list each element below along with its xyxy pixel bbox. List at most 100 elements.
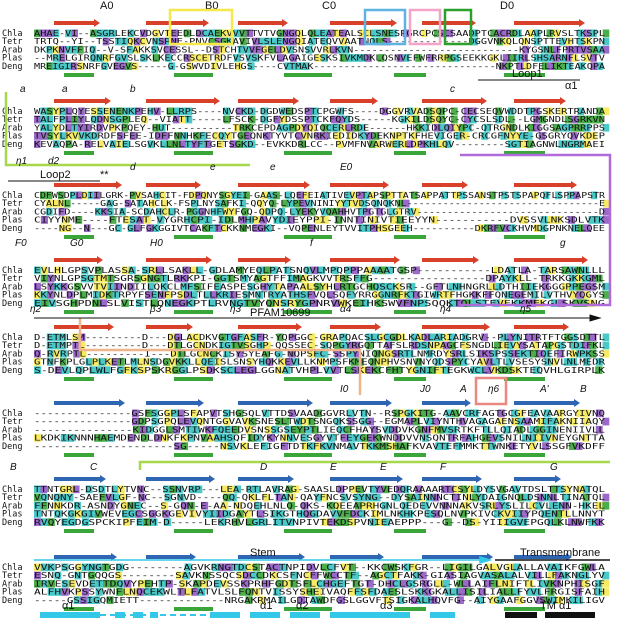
residue-shade [596,62,604,70]
helix-bar [174,453,213,457]
residue-shade [582,409,590,418]
residue-shade [97,115,104,124]
residue-shade [502,29,510,38]
residue-shade [513,563,521,572]
residue-shade [596,107,603,116]
residue-shade [266,207,273,216]
residue-shade [254,434,262,442]
residue-shade [34,132,41,140]
residue-shade [384,425,392,434]
residue-shade [48,299,57,307]
species-label: Deng [2,140,22,150]
residue-shade [121,266,130,275]
residue-shade [70,62,78,70]
strand-arrow [54,553,117,561]
motif-box [363,8,407,46]
sequence-row: TALFPLIYLQDNSGPLEQ--VIATT-----LFSCK-DGFY… [34,115,606,124]
residue-shade [550,493,558,502]
residue-shade [546,579,554,588]
residue-shade [211,563,220,572]
residue-shade [456,299,464,307]
residue-shade [290,29,297,38]
alignment-block-4: Chla EVLHLGPSVPLASSA-SRLLSAKLL-GDLAMYEQLP… [2,256,610,314]
residue-shade [341,282,349,291]
residue-shade [292,485,300,494]
residue-shade [337,115,344,124]
residue-shade [225,425,233,434]
residue-shade [430,596,438,604]
residue-shade [499,588,507,596]
residue-shade [494,266,502,275]
residue-shade [151,409,159,418]
residue-shade [230,299,239,307]
secondary-structure-label: f [310,238,314,249]
residue-shade [590,115,597,124]
residue-shade [571,115,578,124]
residue-shade [301,434,309,442]
sequence-row: --MRELGIRQNRFGVSLSKLKECCRSCETRDFVSVSKFVL… [34,54,606,63]
residue-shade [78,341,86,350]
residue-shade [347,349,355,358]
residue-shade [575,571,583,580]
residue-shade [522,434,530,442]
residue-shade [276,366,284,374]
residue-shade [506,588,514,596]
residue-shade [381,107,389,116]
residue-shade [595,501,603,510]
residue-shade [383,588,391,596]
strand-arrow [54,475,106,483]
residue-shade [262,579,270,588]
strand-arrow [146,475,215,483]
residue-shade [321,563,329,572]
helix-bar [394,310,426,314]
residue-shade [89,579,97,588]
residue-shade [552,54,560,62]
residue-shade [219,132,226,140]
residue-shade [262,45,270,54]
secondary-structure-label: d [130,162,136,173]
residue-shade [253,216,261,224]
residue-shade [602,493,610,502]
residue-shade [595,274,603,283]
secondary-structure-label: H0 [150,238,163,249]
residue-shade [165,37,172,46]
residue-shade [193,579,201,588]
residue-shade [181,274,189,283]
residue-shade [340,29,347,38]
residue-shade [46,45,53,54]
residue-shade [498,62,506,70]
residue-shade [215,54,222,62]
helix-bar [504,377,545,381]
residue-shade [452,123,460,132]
residue-shade [307,563,315,572]
residue-shade [301,501,309,510]
residue-shade [101,207,108,216]
residue-shade [481,333,488,342]
residue-shade [318,596,326,604]
residue-shade [342,199,350,208]
residue-shade [530,409,538,418]
helix-bar [174,529,213,533]
residue-shade [517,493,525,502]
residue-shade [470,366,478,374]
residue-shade [115,571,123,580]
residue-shade [308,291,316,299]
residue-shade [155,132,163,140]
residue-shade [266,299,275,307]
residue-shade [505,358,513,366]
residue-shade [565,37,572,46]
helix-bar [504,529,545,533]
residue-shade [374,442,382,450]
residue-shade [234,485,242,494]
residue-shade [368,501,376,510]
residue-shade [379,571,387,580]
residue-shade [65,140,73,148]
residue-shade [257,333,265,342]
residue-shade [259,37,266,46]
residue-shade [177,291,185,299]
domain-outline [78,318,362,395]
residue-shade [394,107,401,116]
residue-shade [521,54,529,62]
residue-shade [223,207,231,216]
residue-shade [342,563,350,572]
